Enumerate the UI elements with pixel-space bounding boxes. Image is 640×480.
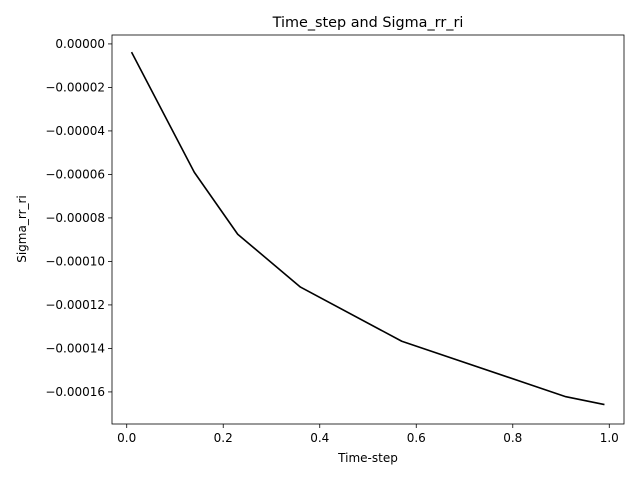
y-tick-label: −0.00016 — [45, 385, 105, 399]
x-tick-label: 0.0 — [117, 431, 136, 445]
chart-title: Time_step and Sigma_rr_ri — [272, 15, 464, 31]
x-tick-label: 0.6 — [407, 431, 426, 445]
y-axis-ticks: 0.00000 −0.00002 −0.00004 −0.00006 −0.00008 −… — [45, 37, 112, 399]
y-tick-label: 0.00000 — [55, 37, 105, 51]
y-tick-label: −0.00008 — [45, 211, 105, 225]
x-axis-ticks: 0.0 0.2 0.4 0.6 0.8 1.0 — [117, 424, 619, 445]
y-tick-label: −0.00012 — [45, 298, 105, 312]
y-tick-label: −0.00014 — [45, 342, 105, 356]
y-tick-label: −0.00006 — [45, 168, 105, 182]
y-tick-label: −0.00004 — [45, 124, 105, 138]
x-tick-label: 0.8 — [503, 431, 522, 445]
x-tick-label: 1.0 — [600, 431, 619, 445]
x-axis-label: Time-step — [337, 451, 398, 465]
y-axis-label: Sigma_rr_ri — [15, 195, 29, 263]
plot-area — [130, 51, 605, 406]
x-tick-label: 0.4 — [310, 431, 329, 445]
axes-frame — [111, 34, 625, 425]
y-tick-label: −0.00010 — [45, 255, 105, 269]
x-tick-label: 0.2 — [214, 431, 233, 445]
y-tick-label: −0.00002 — [45, 81, 105, 95]
series-line — [130, 51, 605, 406]
